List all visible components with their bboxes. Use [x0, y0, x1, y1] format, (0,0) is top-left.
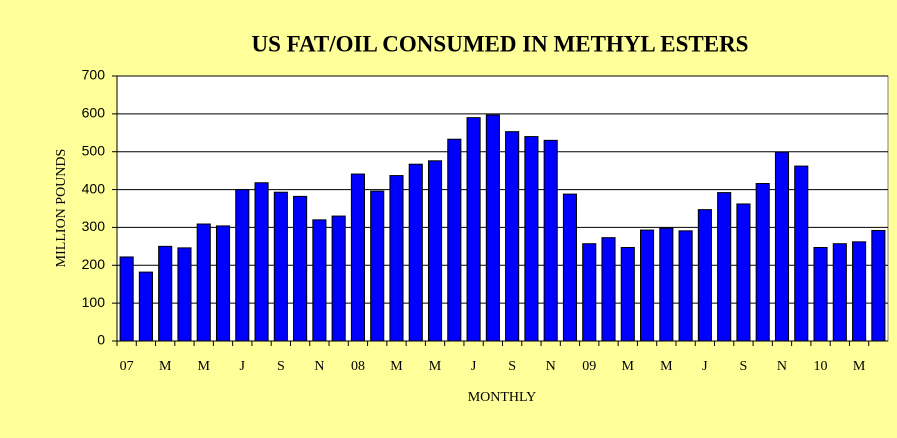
bar — [427, 160, 443, 342]
bar — [871, 229, 886, 342]
bar — [293, 195, 308, 342]
x-tick-label: S — [740, 359, 748, 374]
x-tick-label: M — [198, 359, 211, 374]
bar — [119, 256, 134, 342]
x-tick-label: N — [777, 359, 787, 374]
y-tick-label: 400 — [82, 180, 106, 196]
bar — [485, 114, 500, 342]
bar — [350, 173, 365, 342]
bar — [852, 241, 867, 342]
x-tick-label: M — [853, 359, 866, 374]
bar — [331, 215, 346, 342]
bar — [640, 229, 655, 342]
x-tick-label: N — [314, 359, 324, 374]
y-tick-label: 0 — [97, 332, 105, 348]
bar — [389, 175, 404, 342]
bar — [370, 190, 385, 342]
y-tick-label: 500 — [82, 142, 106, 158]
y-tick-label: 100 — [82, 294, 106, 310]
x-tick-label: M — [159, 359, 172, 374]
x-tick-label: M — [622, 359, 635, 374]
bar — [408, 163, 423, 342]
x-tick-label: M — [429, 359, 442, 374]
bar — [312, 219, 327, 342]
bar — [717, 192, 732, 342]
bar — [774, 151, 790, 342]
bar — [678, 230, 693, 342]
y-tick-label: 300 — [82, 218, 106, 234]
bar — [215, 225, 231, 342]
x-tick-label: M — [390, 359, 403, 374]
x-tick-label: 08 — [351, 359, 365, 374]
bar — [158, 245, 173, 342]
bar — [447, 138, 462, 342]
bar — [620, 246, 635, 342]
bar — [659, 227, 674, 342]
x-tick-label: 09 — [582, 359, 596, 374]
bar — [601, 237, 616, 342]
x-axis-label: MONTHLY — [468, 390, 537, 405]
bar — [177, 247, 192, 342]
x-tick-label: N — [546, 359, 556, 374]
bar — [582, 243, 597, 342]
bar — [697, 209, 712, 342]
x-tick-label: 10 — [814, 359, 828, 374]
bar — [196, 223, 211, 342]
bar — [755, 183, 770, 342]
bar — [562, 193, 578, 342]
y-tick-label: 700 — [82, 67, 106, 83]
x-tick-label: S — [277, 359, 285, 374]
x-tick-label: S — [508, 359, 516, 374]
x-tick-label: 07 — [120, 359, 134, 374]
bar — [736, 203, 751, 342]
bar — [543, 139, 558, 342]
bar — [138, 271, 153, 342]
bar — [794, 165, 809, 342]
bar — [524, 136, 539, 342]
bar — [254, 182, 269, 342]
bar — [813, 246, 828, 342]
bar — [235, 189, 250, 342]
x-tick-label: M — [660, 359, 673, 374]
x-tick-label: J — [240, 359, 246, 374]
y-tick-label: 600 — [82, 105, 106, 121]
y-tick-label: 200 — [82, 256, 106, 272]
x-tick-label: J — [702, 359, 708, 374]
y-axis-label: MILLION POUNDS — [54, 149, 69, 268]
chart-title: US FAT/OIL CONSUMED IN METHYL ESTERS — [252, 31, 749, 56]
bar — [466, 117, 481, 342]
bar — [832, 243, 847, 342]
plot-area — [116, 75, 889, 342]
bar — [273, 191, 288, 342]
bar — [505, 131, 520, 342]
x-tick-label: J — [471, 359, 477, 374]
